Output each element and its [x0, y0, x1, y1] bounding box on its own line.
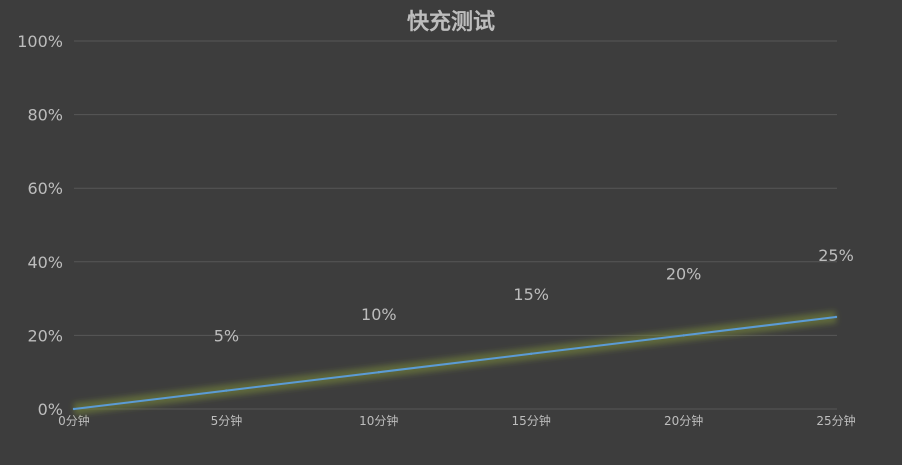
data-label: 10% [361, 305, 397, 324]
y-tick-label: 0% [38, 400, 63, 419]
data-point [834, 315, 838, 319]
chart-title: 快充测试 [406, 10, 495, 35]
series-line [73, 316, 837, 410]
y-tick-label: 60% [27, 179, 63, 198]
y-tick-label: 40% [27, 253, 63, 272]
x-tick-label: 15分钟 [512, 413, 551, 428]
y-tick-label: 100% [17, 32, 63, 51]
data-point [72, 407, 76, 411]
data-point [377, 371, 380, 374]
y-tick-label: 80% [27, 106, 63, 125]
y-axis-ticks: 0% 20% 40% 60% 80% 100% [17, 32, 63, 419]
data-label: 15% [513, 285, 549, 304]
data-point [225, 389, 228, 392]
x-tick-label: 0分钟 [58, 413, 90, 428]
x-tick-label: 20分钟 [664, 413, 703, 428]
data-label: 5% [214, 327, 239, 346]
data-point [682, 334, 685, 337]
y-tick-label: 20% [27, 326, 63, 345]
x-tick-label: 10分钟 [359, 413, 398, 428]
data-labels: 5% 10% 15% 20% 25% [214, 246, 854, 346]
series-layer [72, 311, 838, 415]
x-tick-label: 25分钟 [816, 413, 855, 428]
gridlines [74, 40, 837, 410]
data-label: 20% [666, 264, 702, 283]
data-point [530, 352, 533, 355]
data-label: 25% [818, 246, 854, 265]
x-axis-ticks: 0分钟 5分钟 10分钟 15分钟 20分钟 25分钟 [58, 413, 855, 428]
x-tick-label: 5分钟 [211, 413, 243, 428]
